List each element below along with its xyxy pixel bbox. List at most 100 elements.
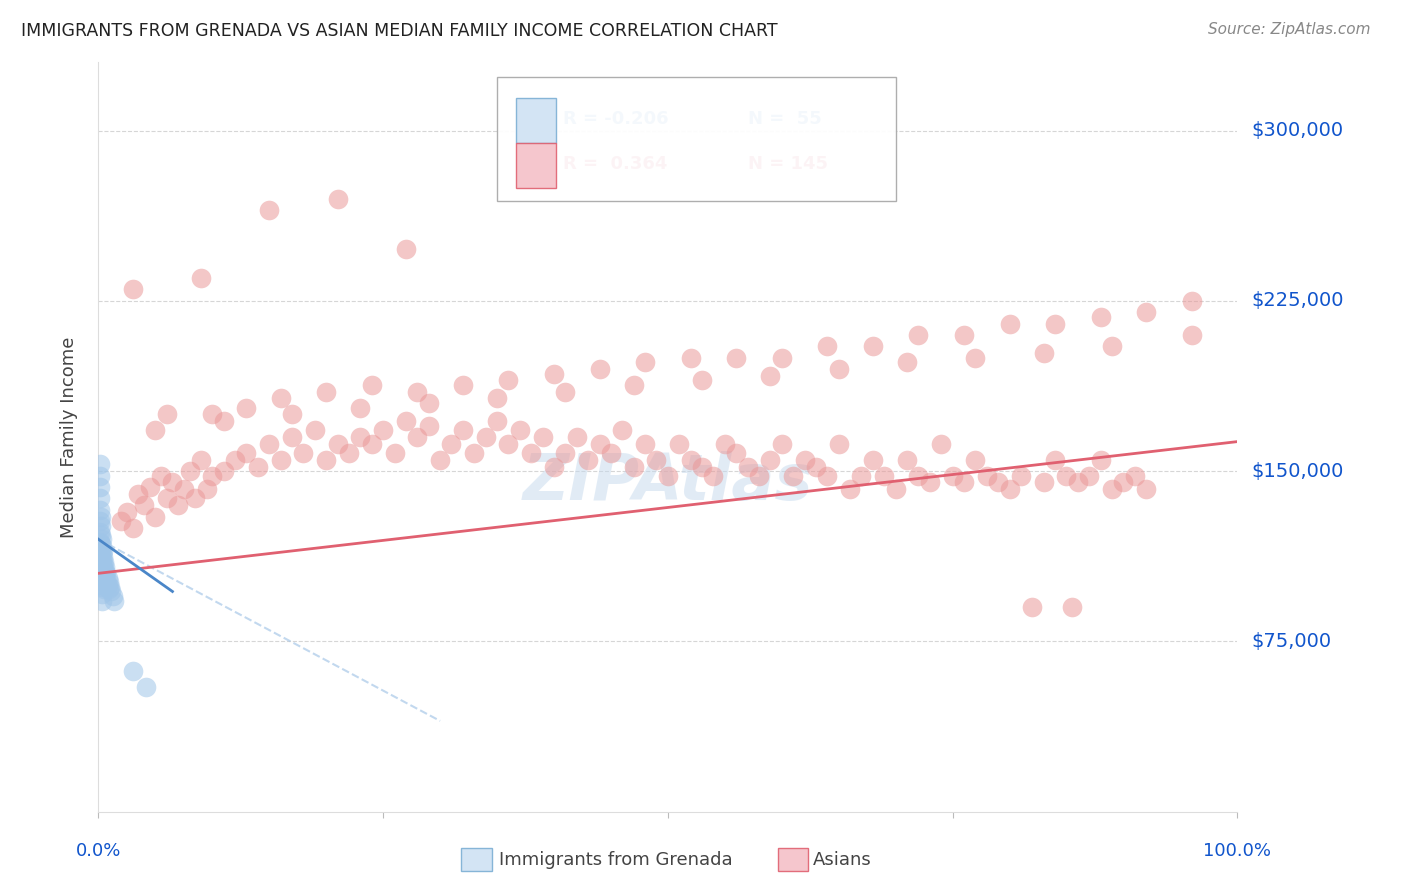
Point [759,368,782,383]
Text: 100.0%: 100.0% [1204,842,1271,860]
Point [93,582,115,597]
Point [486,414,509,428]
Point [93,562,115,576]
Point [93,555,115,569]
Point [862,339,884,353]
Point [110,514,132,528]
Point [520,446,543,460]
Point [451,377,474,392]
Point [918,475,941,490]
Point [90,587,112,601]
Point [212,464,235,478]
Point [1032,475,1054,490]
Point [195,483,218,497]
Text: R =  0.364: R = 0.364 [562,154,668,172]
Point [1135,305,1157,319]
Point [998,317,1021,331]
Point [121,664,143,678]
Point [987,475,1010,490]
Point [451,423,474,437]
Point [565,430,588,444]
Point [668,437,690,451]
Point [770,437,793,451]
Point [138,480,160,494]
Y-axis label: Median Family Income: Median Family Income [59,336,77,538]
Point [145,423,167,437]
Point [612,423,634,437]
Point [600,446,623,460]
Text: $225,000: $225,000 [1251,292,1344,310]
Point [770,351,793,365]
Point [543,367,565,381]
Point [315,384,337,399]
Point [89,543,111,558]
Text: N =  55: N = 55 [748,110,821,128]
Point [259,202,281,217]
Point [349,430,371,444]
Point [90,527,112,541]
Point [1101,339,1123,353]
FancyBboxPatch shape [516,97,557,143]
Point [657,468,679,483]
Text: Source: ZipAtlas.com: Source: ZipAtlas.com [1208,22,1371,37]
Point [1123,468,1146,483]
Point [815,339,838,353]
Point [281,408,304,422]
Point [360,377,382,392]
Point [406,384,429,399]
Point [259,437,281,451]
Point [201,468,224,483]
Text: $300,000: $300,000 [1251,121,1343,140]
Point [304,423,326,437]
Point [89,525,111,540]
Point [91,571,114,585]
Point [1112,475,1135,490]
Point [1101,483,1123,497]
Text: $75,000: $75,000 [1251,632,1331,651]
Point [90,571,112,585]
Point [145,509,167,524]
Point [90,518,112,533]
Point [1090,310,1112,324]
Point [1054,468,1078,483]
Point [543,459,565,474]
Point [179,464,201,478]
Point [270,452,292,467]
Point [96,566,118,581]
Point [976,468,998,483]
Point [89,480,111,494]
Point [953,475,976,490]
Point [690,459,713,474]
Point [90,577,112,591]
Point [90,509,112,524]
Point [737,459,759,474]
Point [793,452,815,467]
Point [89,491,111,506]
Point [89,534,111,549]
Point [828,362,851,376]
Point [89,552,111,566]
Point [326,192,349,206]
Text: N = 145: N = 145 [748,154,828,172]
Point [89,514,111,528]
Point [135,680,157,694]
Text: Asians: Asians [813,851,872,869]
Point [554,384,576,399]
Point [1135,483,1157,497]
Point [184,491,207,506]
Point [418,396,440,410]
Point [1010,468,1032,483]
Point [965,452,987,467]
Point [725,351,748,365]
Point [828,437,851,451]
Point [588,437,610,451]
Text: IMMIGRANTS FROM GRENADA VS ASIAN MEDIAN FAMILY INCOME CORRELATION CHART: IMMIGRANTS FROM GRENADA VS ASIAN MEDIAN … [21,22,778,40]
Point [1062,600,1084,615]
Point [588,362,610,376]
Point [90,564,112,578]
Point [235,446,257,460]
Point [759,452,782,467]
Point [702,468,724,483]
Point [907,327,929,342]
Point [384,446,406,460]
